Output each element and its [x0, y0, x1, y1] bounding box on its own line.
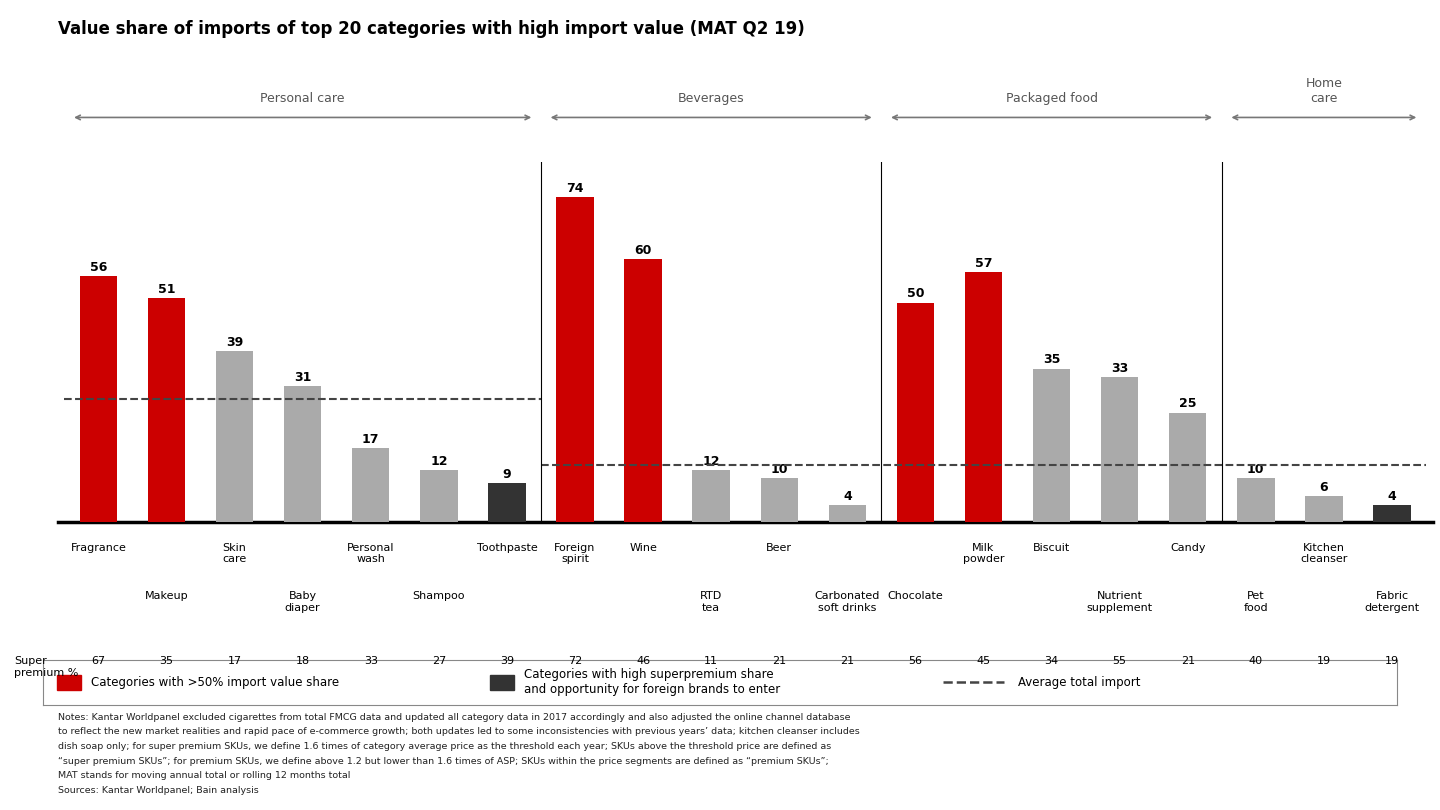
Text: 19: 19	[1385, 656, 1400, 666]
Text: Categories with >50% import value share: Categories with >50% import value share	[91, 676, 338, 689]
Text: 10: 10	[1247, 463, 1264, 476]
Text: 40: 40	[1248, 656, 1263, 666]
Text: Categories with high superpremium share
and opportunity for foreign brands to en: Categories with high superpremium share …	[524, 668, 780, 697]
Text: Super
premium %: Super premium %	[14, 656, 79, 678]
Text: 55: 55	[1113, 656, 1126, 666]
Text: 4: 4	[1388, 490, 1397, 503]
Text: 11: 11	[704, 656, 719, 666]
Bar	[420, 470, 458, 522]
Text: Pet
food: Pet food	[1244, 591, 1269, 613]
Text: 57: 57	[975, 257, 992, 270]
Text: Kitchen
cleanser: Kitchen cleanser	[1300, 543, 1348, 565]
Bar	[556, 197, 593, 522]
Text: 35: 35	[1043, 353, 1060, 366]
Text: Milk
powder: Milk powder	[963, 543, 1004, 565]
Text: 27: 27	[432, 656, 446, 666]
Text: 17: 17	[228, 656, 242, 666]
Text: Chocolate: Chocolate	[887, 591, 943, 601]
Text: RTD
tea: RTD tea	[700, 591, 723, 613]
Text: 34: 34	[1044, 656, 1058, 666]
Text: Shampoo: Shampoo	[413, 591, 465, 601]
Text: Wine: Wine	[629, 543, 657, 552]
Text: 19: 19	[1316, 656, 1331, 666]
Bar	[625, 258, 662, 522]
Text: Sources: Kantar Worldpanel; Bain analysis: Sources: Kantar Worldpanel; Bain analysi…	[58, 786, 258, 795]
Bar	[351, 448, 389, 522]
Text: Personal
wash: Personal wash	[347, 543, 395, 565]
Text: to reflect the new market realities and rapid pace of e-commerce growth; both up: to reflect the new market realities and …	[58, 727, 860, 736]
Text: Baby
diaper: Baby diaper	[285, 591, 321, 613]
Text: 51: 51	[158, 283, 176, 296]
Text: 39: 39	[500, 656, 514, 666]
Text: Personal care: Personal care	[261, 92, 346, 105]
Bar	[1374, 505, 1411, 522]
Text: Toothpaste: Toothpaste	[477, 543, 537, 552]
Bar	[1102, 377, 1139, 522]
Text: 12: 12	[703, 454, 720, 467]
Text: Value share of imports of top 20 categories with high import value (MAT Q2 19): Value share of imports of top 20 categor…	[58, 20, 805, 38]
Text: 18: 18	[295, 656, 310, 666]
Text: Skin
care: Skin care	[223, 543, 246, 565]
Bar	[490, 675, 514, 690]
Text: 10: 10	[770, 463, 788, 476]
Bar	[284, 386, 321, 522]
Text: Notes: Kantar Worldpanel excluded cigarettes from total FMCG data and updated al: Notes: Kantar Worldpanel excluded cigare…	[58, 713, 850, 722]
Text: Nutrient
supplement: Nutrient supplement	[1087, 591, 1152, 613]
Text: “super premium SKUs”; for premium SKUs, we define above 1.2 but lower than 1.6 t: “super premium SKUs”; for premium SKUs, …	[58, 757, 828, 765]
Bar	[1305, 496, 1342, 522]
Bar	[1237, 479, 1274, 522]
Text: Fabric
detergent: Fabric detergent	[1364, 591, 1420, 613]
Bar	[488, 483, 526, 522]
Bar	[79, 276, 117, 522]
Bar	[965, 272, 1002, 522]
Text: Candy: Candy	[1169, 543, 1205, 552]
Text: Home
care: Home care	[1306, 77, 1342, 105]
Text: 72: 72	[567, 656, 582, 666]
Bar	[56, 675, 81, 690]
Text: MAT stands for moving annual total or rolling 12 months total: MAT stands for moving annual total or ro…	[58, 771, 350, 780]
Text: 46: 46	[636, 656, 649, 666]
Text: 35: 35	[160, 656, 174, 666]
Text: Makeup: Makeup	[144, 591, 189, 601]
Text: Packaged food: Packaged food	[1005, 92, 1097, 105]
Text: Average total import: Average total import	[1018, 676, 1140, 689]
Text: 21: 21	[772, 656, 786, 666]
Text: 45: 45	[976, 656, 991, 666]
Text: Foreign
spirit: Foreign spirit	[554, 543, 596, 565]
Text: dish soap only; for super premium SKUs, we define 1.6 times of category average : dish soap only; for super premium SKUs, …	[58, 742, 831, 751]
Text: 21: 21	[1181, 656, 1195, 666]
Bar	[1169, 412, 1207, 522]
Bar	[1032, 369, 1070, 522]
Bar	[760, 479, 798, 522]
Bar	[828, 505, 865, 522]
Text: 50: 50	[907, 288, 924, 301]
Text: 33: 33	[364, 656, 377, 666]
Text: Beer: Beer	[766, 543, 792, 552]
Text: 31: 31	[294, 371, 311, 384]
Bar	[216, 351, 253, 522]
Text: 17: 17	[361, 433, 380, 446]
Text: 25: 25	[1179, 398, 1197, 411]
Bar	[897, 303, 935, 522]
Text: 9: 9	[503, 467, 511, 480]
Text: 56: 56	[89, 261, 107, 274]
Text: 56: 56	[909, 656, 923, 666]
Text: 33: 33	[1112, 362, 1129, 375]
Bar	[693, 470, 730, 522]
Text: Biscuit: Biscuit	[1032, 543, 1070, 552]
Text: 4: 4	[842, 490, 851, 503]
Text: Carbonated
soft drinks: Carbonated soft drinks	[815, 591, 880, 613]
Text: 39: 39	[226, 336, 243, 349]
Text: 12: 12	[431, 454, 448, 467]
Text: 21: 21	[841, 656, 854, 666]
Text: 60: 60	[635, 244, 652, 257]
Text: 74: 74	[566, 182, 583, 195]
Text: Beverages: Beverages	[678, 92, 744, 105]
Text: 67: 67	[91, 656, 105, 666]
Text: 6: 6	[1319, 481, 1328, 494]
Bar	[148, 298, 186, 522]
Text: Fragrance: Fragrance	[71, 543, 127, 552]
